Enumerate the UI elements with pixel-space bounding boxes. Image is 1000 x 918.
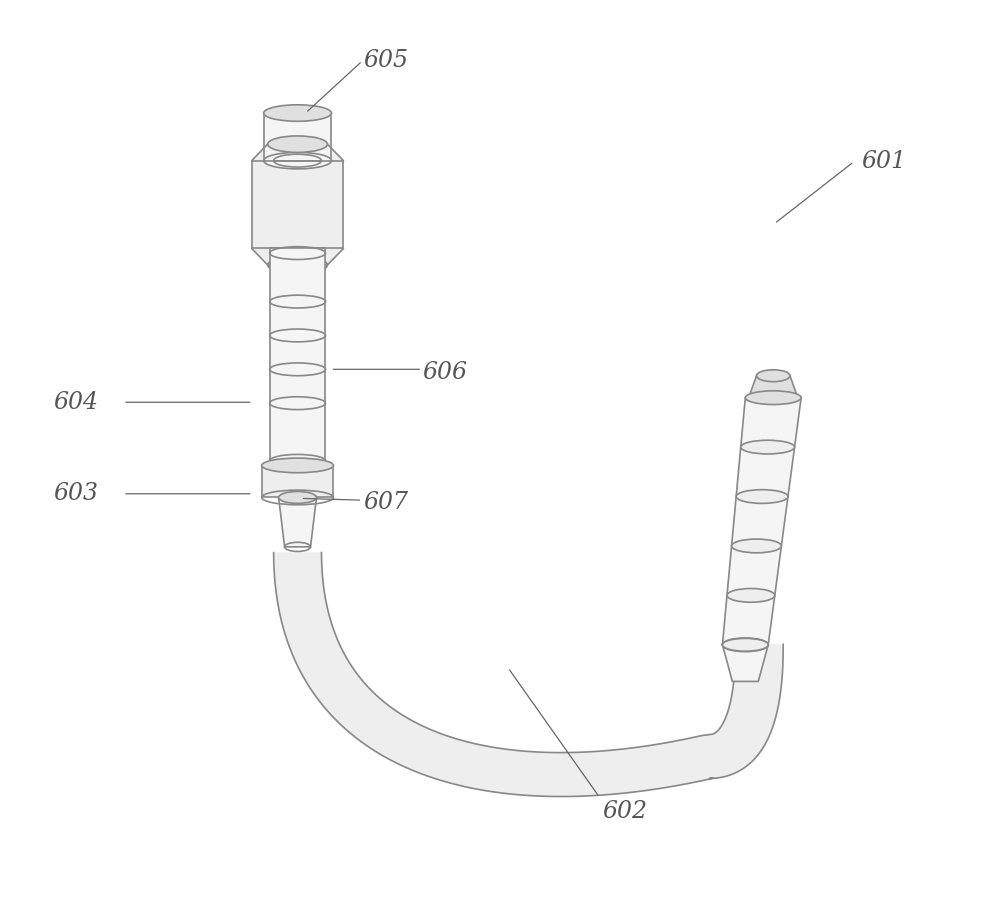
Ellipse shape (727, 588, 775, 602)
Ellipse shape (279, 491, 317, 503)
Ellipse shape (757, 370, 790, 382)
Ellipse shape (722, 638, 768, 652)
Ellipse shape (264, 152, 331, 169)
Polygon shape (722, 397, 801, 644)
Ellipse shape (736, 489, 788, 503)
Polygon shape (264, 113, 331, 161)
Ellipse shape (268, 136, 327, 152)
Polygon shape (262, 465, 333, 498)
Text: 604: 604 (54, 391, 99, 414)
Polygon shape (722, 644, 768, 681)
Polygon shape (252, 144, 343, 265)
Ellipse shape (732, 539, 781, 553)
Ellipse shape (741, 441, 795, 454)
Text: 606: 606 (423, 361, 468, 384)
Ellipse shape (264, 105, 331, 121)
Text: 603: 603 (54, 482, 99, 505)
Text: 605: 605 (363, 50, 408, 73)
Polygon shape (270, 249, 325, 465)
Ellipse shape (745, 391, 801, 405)
Text: 601: 601 (861, 150, 906, 174)
Polygon shape (279, 498, 317, 547)
Text: 607: 607 (363, 491, 408, 514)
Ellipse shape (262, 458, 333, 473)
Polygon shape (274, 553, 783, 797)
Text: 602: 602 (602, 800, 647, 823)
Ellipse shape (722, 638, 768, 651)
Polygon shape (749, 375, 798, 397)
